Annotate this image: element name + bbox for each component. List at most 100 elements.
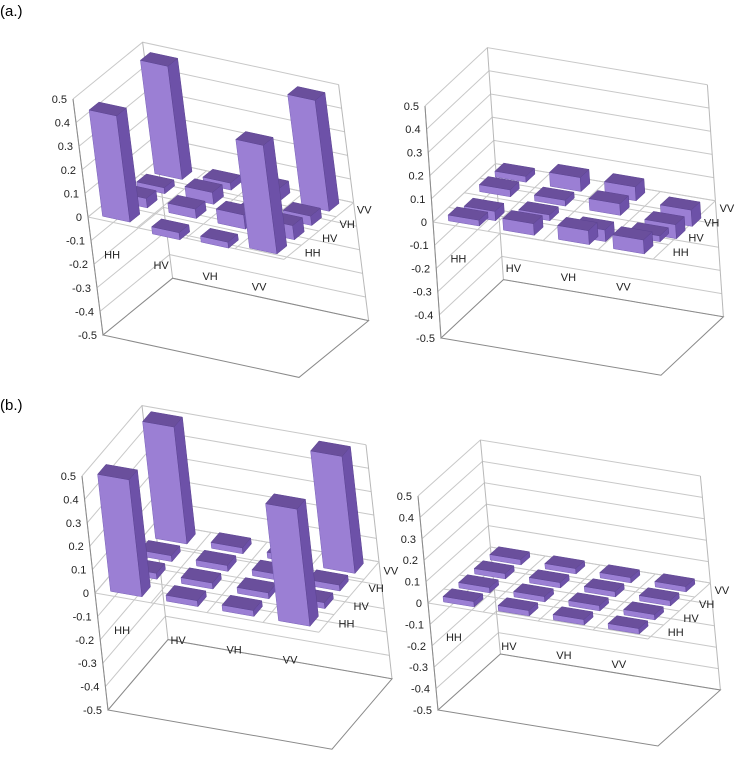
row-label: VV [384,566,399,578]
bar-HH-VH [557,217,599,246]
bar-top-face [458,574,499,588]
z-tick-label: 0 [421,217,427,229]
row-label: VH [369,583,384,595]
bar-HH-VV [612,226,654,255]
floor-col-line [206,541,268,613]
bar-top-face [644,211,685,225]
z-tick-label: 0.3 [58,141,73,153]
row-label: VH [340,219,355,231]
bar-top-face [489,546,530,560]
bar-VV-HH [142,411,196,545]
bar-top-face [167,194,206,210]
gridline [439,255,722,316]
bar-VV-HH [494,162,536,183]
row-label: HH [668,627,684,639]
bar-VH-HH [473,560,515,580]
floor-outline [101,277,370,378]
z-tick-label: 0.2 [61,165,76,177]
z-tick-label: -0.4 [411,684,430,696]
bar-top-face [544,555,585,569]
bar-top-face [557,217,598,231]
row-label: HH [339,618,355,630]
bar-top-face [442,588,484,602]
z-tick-label: 0.3 [66,518,81,530]
bar-HH-HV [165,585,207,608]
bar-top-face [478,176,520,191]
floor-col-line [542,181,606,241]
floor-col-line [482,555,546,613]
bar-top-face [494,162,536,177]
col-label: HH [450,253,466,265]
bar-HH-HH [447,206,489,227]
floor-col-line [318,561,380,633]
z-tick-label: -0.4 [80,682,99,694]
bar-top-face [235,131,274,146]
bar-VH-VH [588,190,630,216]
z-tick-label: -0.3 [413,287,432,299]
bar-HV-VV [623,601,664,621]
col-label: VH [226,645,241,657]
bar-top-face [497,597,539,611]
chart-1: 0.50.40.30.20.10-0.1-0.2-0.3-0.4-0.5HHHV… [52,41,372,378]
floor-outline [439,279,725,376]
bar-VV-HV [548,163,591,193]
bar-VH-VH [583,578,625,598]
z-axis [417,495,439,711]
bar-HV-HV [167,194,207,219]
col-label: VV [616,281,631,293]
z-tick-label: 0.1 [64,188,79,200]
bar-top-face [195,549,237,566]
z-tick-label: 0.1 [71,565,86,577]
gridline [424,47,708,107]
z-tick-label: 0 [416,598,422,610]
col-label: HH [446,632,462,644]
bar-top-face [473,560,515,574]
col-label: HH [114,625,130,637]
bar-HV-VH [568,592,609,612]
gridline [426,70,710,130]
floor-col-line [647,582,711,640]
bar-VH-VV [638,587,680,607]
bar-VV-HV [544,555,586,575]
col-label: HH [104,250,120,262]
z-tick-label: 0.4 [405,124,420,136]
bar-HH-HV [497,597,539,617]
z-tick-label: -0.3 [78,658,97,670]
bar-top-face [165,585,207,601]
bar-top-face [533,186,575,201]
bar-top-face [287,86,326,101]
col-label: HV [153,260,169,272]
z-tick-label: -0.3 [72,283,91,295]
row-label: HH [305,247,321,259]
bar-top-face [265,493,306,510]
bar-top-face [518,201,559,216]
z-tick-label: 0.2 [69,541,84,553]
bar-VH-HV [533,186,575,207]
bar-top-face [221,594,263,611]
floor-col-line [283,202,354,260]
bar-top-face [513,583,554,597]
bar-HH-VH [221,594,263,617]
gridline [427,93,711,153]
z-tick-label: -0.1 [66,236,85,248]
z-axis [81,475,109,711]
bar-top-face [447,206,489,221]
panel-label-a: (a.) [0,3,23,20]
z-tick-label: 0.5 [61,471,76,483]
floor-col-line [432,163,496,223]
row-label: HH [673,247,689,259]
z-tick-label: 0.2 [409,171,424,183]
chart-3: 0.5 0.4 0.3 0.2 0.1 0 -0.1 -0.2 -0.3 -0.4 -0.5 HH HV… [61,405,399,750]
bar-HV-HH [458,574,499,594]
row-label: VH [704,218,719,230]
bar-top-face [463,197,505,212]
bar-VH-HV [195,549,237,572]
bar-HH-HV [502,210,544,236]
floor-outline [107,639,393,750]
bar-HH-HH [88,101,141,223]
bar-top-face [136,173,175,189]
bar-top-face [654,573,695,587]
bar-top-face [552,606,594,620]
z-tick-label: -0.5 [83,705,102,717]
